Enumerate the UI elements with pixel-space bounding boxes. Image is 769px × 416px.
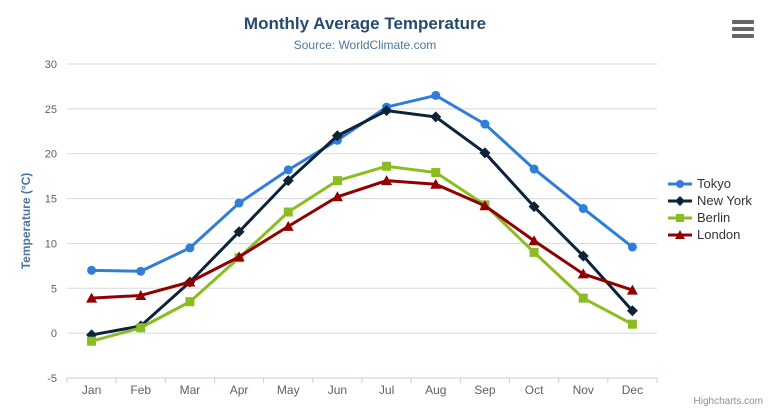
data-point-marker[interactable] xyxy=(431,168,441,178)
data-point-marker[interactable] xyxy=(233,226,245,238)
x-axis-category-label: Feb xyxy=(130,383,151,397)
x-axis-category-label: Aug xyxy=(425,383,446,397)
data-point-marker[interactable] xyxy=(282,175,294,187)
data-point-marker[interactable] xyxy=(136,323,146,333)
x-axis-category-label: Jul xyxy=(379,383,394,397)
y-axis-title: Temperature (°C) xyxy=(19,173,33,270)
data-point-marker[interactable] xyxy=(381,175,393,186)
data-point-marker[interactable] xyxy=(234,198,244,208)
x-axis-category-label: Jan xyxy=(82,383,101,397)
data-point-marker[interactable] xyxy=(430,178,442,189)
y-axis-tick-label: 20 xyxy=(45,149,57,161)
x-axis-category-label: Mar xyxy=(180,383,201,397)
data-point-marker[interactable] xyxy=(382,161,392,171)
x-axis-category-label: Sep xyxy=(474,383,496,397)
data-point-marker[interactable] xyxy=(577,268,589,279)
legend-label: Berlin xyxy=(697,210,731,225)
data-point-marker[interactable] xyxy=(87,336,97,346)
y-axis-tick-label: 0 xyxy=(51,328,57,340)
x-axis-category-label: Jun xyxy=(328,383,347,397)
data-point-marker[interactable] xyxy=(184,276,196,287)
data-point-marker[interactable] xyxy=(331,191,343,202)
y-axis-tick-label: -5 xyxy=(47,373,57,385)
data-point-marker[interactable] xyxy=(185,243,195,253)
series-line-london[interactable] xyxy=(90,179,634,300)
data-point-marker[interactable] xyxy=(332,176,342,186)
legend-item-tokyo[interactable]: Tokyo xyxy=(668,176,752,191)
data-point-marker[interactable] xyxy=(430,111,442,123)
data-point-marker[interactable] xyxy=(185,297,195,307)
chart-subtitle: Source: WorldClimate.com xyxy=(293,38,437,52)
chart-header: Monthly Average Temperature Source: Worl… xyxy=(0,14,730,52)
x-axis-category-label: Oct xyxy=(525,383,544,397)
data-point-marker[interactable] xyxy=(627,242,637,252)
data-point-marker[interactable] xyxy=(626,305,638,317)
triangle-marker-icon xyxy=(668,229,692,239)
circle-marker-icon xyxy=(668,179,692,188)
hamburger-icon xyxy=(732,20,754,24)
data-point-marker[interactable] xyxy=(431,90,441,100)
data-point-marker[interactable] xyxy=(282,220,294,231)
legend-label: New York xyxy=(697,193,752,208)
data-point-marker[interactable] xyxy=(528,201,540,213)
x-axis-category-label: May xyxy=(277,383,300,397)
data-point-marker[interactable] xyxy=(578,293,588,303)
export-menu-button[interactable] xyxy=(732,20,754,38)
legend-label: Tokyo xyxy=(697,176,731,191)
data-point-marker[interactable] xyxy=(283,165,293,175)
data-point-marker[interactable] xyxy=(87,265,97,275)
data-point-marker[interactable] xyxy=(233,251,245,262)
data-point-marker[interactable] xyxy=(86,292,98,303)
series-line-berlin[interactable] xyxy=(90,164,634,343)
y-axis-tick-label: 30 xyxy=(45,59,57,71)
diamond-marker-icon xyxy=(668,195,692,206)
y-axis-tick-label: 15 xyxy=(45,194,57,206)
data-point-marker[interactable] xyxy=(577,250,589,262)
series-line-new-york[interactable] xyxy=(90,109,634,337)
data-point-marker[interactable] xyxy=(479,200,491,211)
data-point-marker[interactable] xyxy=(626,284,638,295)
legend-label: London xyxy=(697,227,741,242)
legend-item-new-york[interactable]: New York xyxy=(668,193,752,208)
y-axis-tick-label: 10 xyxy=(45,238,57,250)
x-axis-category-label: Apr xyxy=(230,383,249,397)
data-point-marker[interactable] xyxy=(529,247,539,257)
data-point-marker[interactable] xyxy=(627,319,637,329)
y-axis-tick-label: 5 xyxy=(51,283,57,295)
legend-item-london[interactable]: London xyxy=(668,227,752,242)
x-axis-category-label: Nov xyxy=(573,383,594,397)
data-point-marker[interactable] xyxy=(331,130,343,142)
data-point-marker[interactable] xyxy=(480,119,490,129)
y-axis-tick-label: 25 xyxy=(45,104,57,116)
legend: Tokyo New York Berlin London xyxy=(668,176,752,242)
legend-item-berlin[interactable]: Berlin xyxy=(668,210,752,225)
data-point-marker[interactable] xyxy=(135,289,147,300)
data-point-marker[interactable] xyxy=(283,207,293,217)
data-point-marker[interactable] xyxy=(381,105,393,117)
credits-link[interactable]: Highcharts.com xyxy=(693,396,763,407)
square-marker-icon xyxy=(668,213,692,222)
x-axis-category-label: Dec xyxy=(622,383,643,397)
data-point-marker[interactable] xyxy=(578,203,588,213)
data-point-marker[interactable] xyxy=(136,266,146,276)
data-point-marker[interactable] xyxy=(528,235,540,246)
data-point-marker[interactable] xyxy=(529,164,539,174)
data-point-marker[interactable] xyxy=(479,147,491,159)
chart-title: Monthly Average Temperature xyxy=(243,14,487,33)
